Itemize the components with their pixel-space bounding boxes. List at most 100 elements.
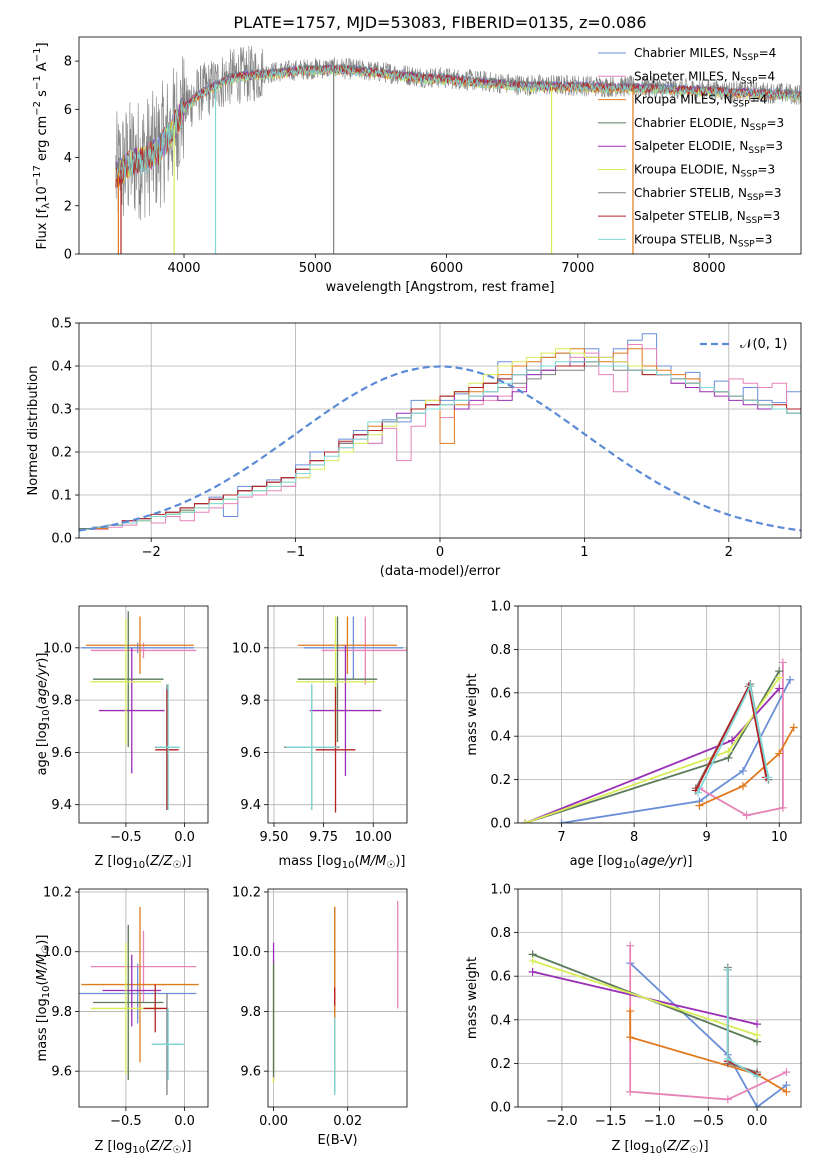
- x-tick-label: 7: [557, 830, 565, 845]
- mass-weight-age-xlabel: age [log10(age/yr)]: [570, 854, 693, 871]
- x-tick-label: 9: [703, 830, 711, 845]
- y-tick-label: 10.2: [232, 885, 261, 900]
- x-tick-label: 0.02: [333, 1114, 362, 1129]
- mass-vs-z-xlabel: Z [log10(Z/Z☉)]: [94, 1139, 191, 1156]
- figure-title: PLATE=1757, MJD=53083, FIBERID=0135, z=0…: [233, 13, 646, 32]
- histogram-series: [79, 333, 801, 538]
- legend-label: Kroupa MILES, NSSP=4: [634, 93, 767, 110]
- mass-vs-z-ylabel: mass [log10(M/M☉)]: [35, 935, 52, 1062]
- x-tick-label: 8: [630, 830, 638, 845]
- y-tick-label: 9.8: [51, 694, 72, 709]
- weight-series-line: [525, 677, 780, 823]
- weight-series-line: [561, 679, 791, 823]
- plot-area: [79, 906, 199, 1096]
- y-tick-label: 9.8: [51, 1005, 72, 1020]
- weight-marker: [775, 749, 784, 758]
- weight-series-line: [699, 727, 795, 807]
- x-tick-label: −0.5: [693, 1114, 725, 1129]
- plot-area: [272, 900, 399, 1096]
- x-tick-label: −1.0: [644, 1114, 676, 1129]
- y-tick-label: 9.6: [51, 746, 72, 761]
- x-tick-label: 2: [725, 545, 733, 560]
- y-tick-label: 0.8: [490, 926, 511, 941]
- y-tick-label: 0.2: [490, 773, 511, 788]
- x-tick-label: 6000: [430, 261, 463, 276]
- histogram-series: [79, 361, 801, 538]
- y-tick-label: 0.4: [490, 1013, 511, 1028]
- x-axis-label: wavelength [Angstrom, rest frame]: [326, 280, 555, 295]
- histogram-series: [79, 361, 801, 538]
- x-tick-label: 0.0: [747, 1114, 768, 1129]
- y-tick-label: 10.0: [232, 945, 261, 960]
- weight-series-line: [525, 670, 780, 823]
- x-tick-label: −0.5: [110, 1114, 142, 1129]
- y-tick-label: 0.3: [51, 403, 72, 418]
- y-tick-label: 0.6: [490, 686, 511, 701]
- weight-marker: [724, 747, 733, 756]
- weight-marker: [521, 819, 530, 823]
- normal-curve: [79, 365, 801, 532]
- x-tick-label: 4000: [167, 261, 200, 276]
- weight-marker: [626, 1033, 635, 1042]
- model-spectrum-line: [115, 64, 801, 187]
- weight-marker: [728, 736, 737, 745]
- y-tick-label: 2: [64, 199, 72, 214]
- y-tick-label: 10.0: [43, 641, 72, 656]
- y-tick-label: 0.4: [490, 730, 511, 745]
- residual-legend: 𝒩(0, 1): [700, 337, 787, 352]
- weight-marker: [753, 1103, 762, 1107]
- spectrum-ylabel: Flux [fλ10−17 erg cm−2 s−1 A−1]: [32, 42, 52, 249]
- age-vs-mass-panel: 9.50 9.75 10.00 9.4 9.6 9.8 10.0: [232, 605, 408, 845]
- weight-marker: [753, 1020, 762, 1029]
- y-tick-label: 9.4: [51, 798, 72, 813]
- histogram-series: [79, 344, 801, 538]
- weight-marker: [782, 1068, 791, 1077]
- y-tick-label: 9.6: [51, 1065, 72, 1080]
- x-tick-label: 9.75: [309, 830, 338, 845]
- plot-area: [81, 611, 197, 810]
- weight-marker: [775, 684, 784, 693]
- x-tick-label: −2.0: [546, 1114, 578, 1129]
- x-tick-label: 7000: [561, 261, 594, 276]
- mass-vs-z-panel: −0.5 0.0 9.6 9.8 10.0 10.2: [43, 885, 209, 1129]
- weight-marker: [723, 965, 732, 974]
- legend-label: Kroupa STELIB, NSSP=3: [634, 232, 772, 249]
- x-tick-label: 0.0: [174, 830, 195, 845]
- weight-marker: [786, 675, 795, 684]
- y-tick-label: 0.2: [490, 1057, 511, 1072]
- residual-plot: −2 −1 0 1 2 0.0 0.1 0.2 0.3 0.4 0.5 (data-model)/er…: [26, 317, 802, 579]
- model-spectrum-line: [115, 66, 801, 180]
- weight-series-line: [726, 969, 758, 1076]
- axes-frame: [78, 605, 209, 824]
- plot-area: [528, 941, 791, 1107]
- mass-vs-ebv-panel: 0.00 0.02 9.6 9.8 10.0 10.2 E(B-V): [232, 885, 408, 1148]
- age-vs-z-panel: −0.5 0.0 9.4 9.6 9.8 10.0: [43, 605, 209, 845]
- y-tick-label: 9.6: [240, 1065, 261, 1080]
- y-tick-label: 0.8: [490, 643, 511, 658]
- axes-frame: [517, 605, 802, 824]
- x-tick-label: 5000: [299, 261, 332, 276]
- legend-label: Chabrier ELODIE, NSSP=3: [634, 116, 784, 133]
- x-tick-label: 0.0: [174, 1114, 195, 1129]
- weight-marker: [693, 788, 702, 797]
- y-tick-label: 0.2: [51, 446, 72, 461]
- legend-label: Kroupa ELODIE, NSSP=3: [634, 163, 775, 180]
- axes-frame: [267, 605, 408, 824]
- mass-weight-z-xlabel: Z [log10(Z/Z☉)]: [611, 1139, 708, 1156]
- weight-marker: [738, 766, 747, 775]
- y-tick-label: 9.4: [240, 798, 261, 813]
- histogram-series: [79, 361, 801, 538]
- weight-marker: [626, 1007, 635, 1016]
- x-tick-label: −1.5: [595, 1114, 627, 1129]
- y-tick-label: 10.0: [232, 641, 261, 656]
- y-tick-label: 0.5: [51, 317, 72, 332]
- y-tick-label: 9.6: [240, 746, 261, 761]
- legend-label: Salpeter MILES, NSSP=4: [634, 69, 775, 86]
- legend-label: Chabrier MILES, NSSP=4: [634, 46, 776, 63]
- y-tick-label: 6: [64, 103, 72, 118]
- weight-marker: [764, 773, 773, 782]
- x-tick-label: 8000: [693, 261, 726, 276]
- plot-area: [521, 658, 798, 823]
- x-tick-label: 1: [580, 545, 588, 560]
- y-tick-label: 1.0: [490, 883, 511, 898]
